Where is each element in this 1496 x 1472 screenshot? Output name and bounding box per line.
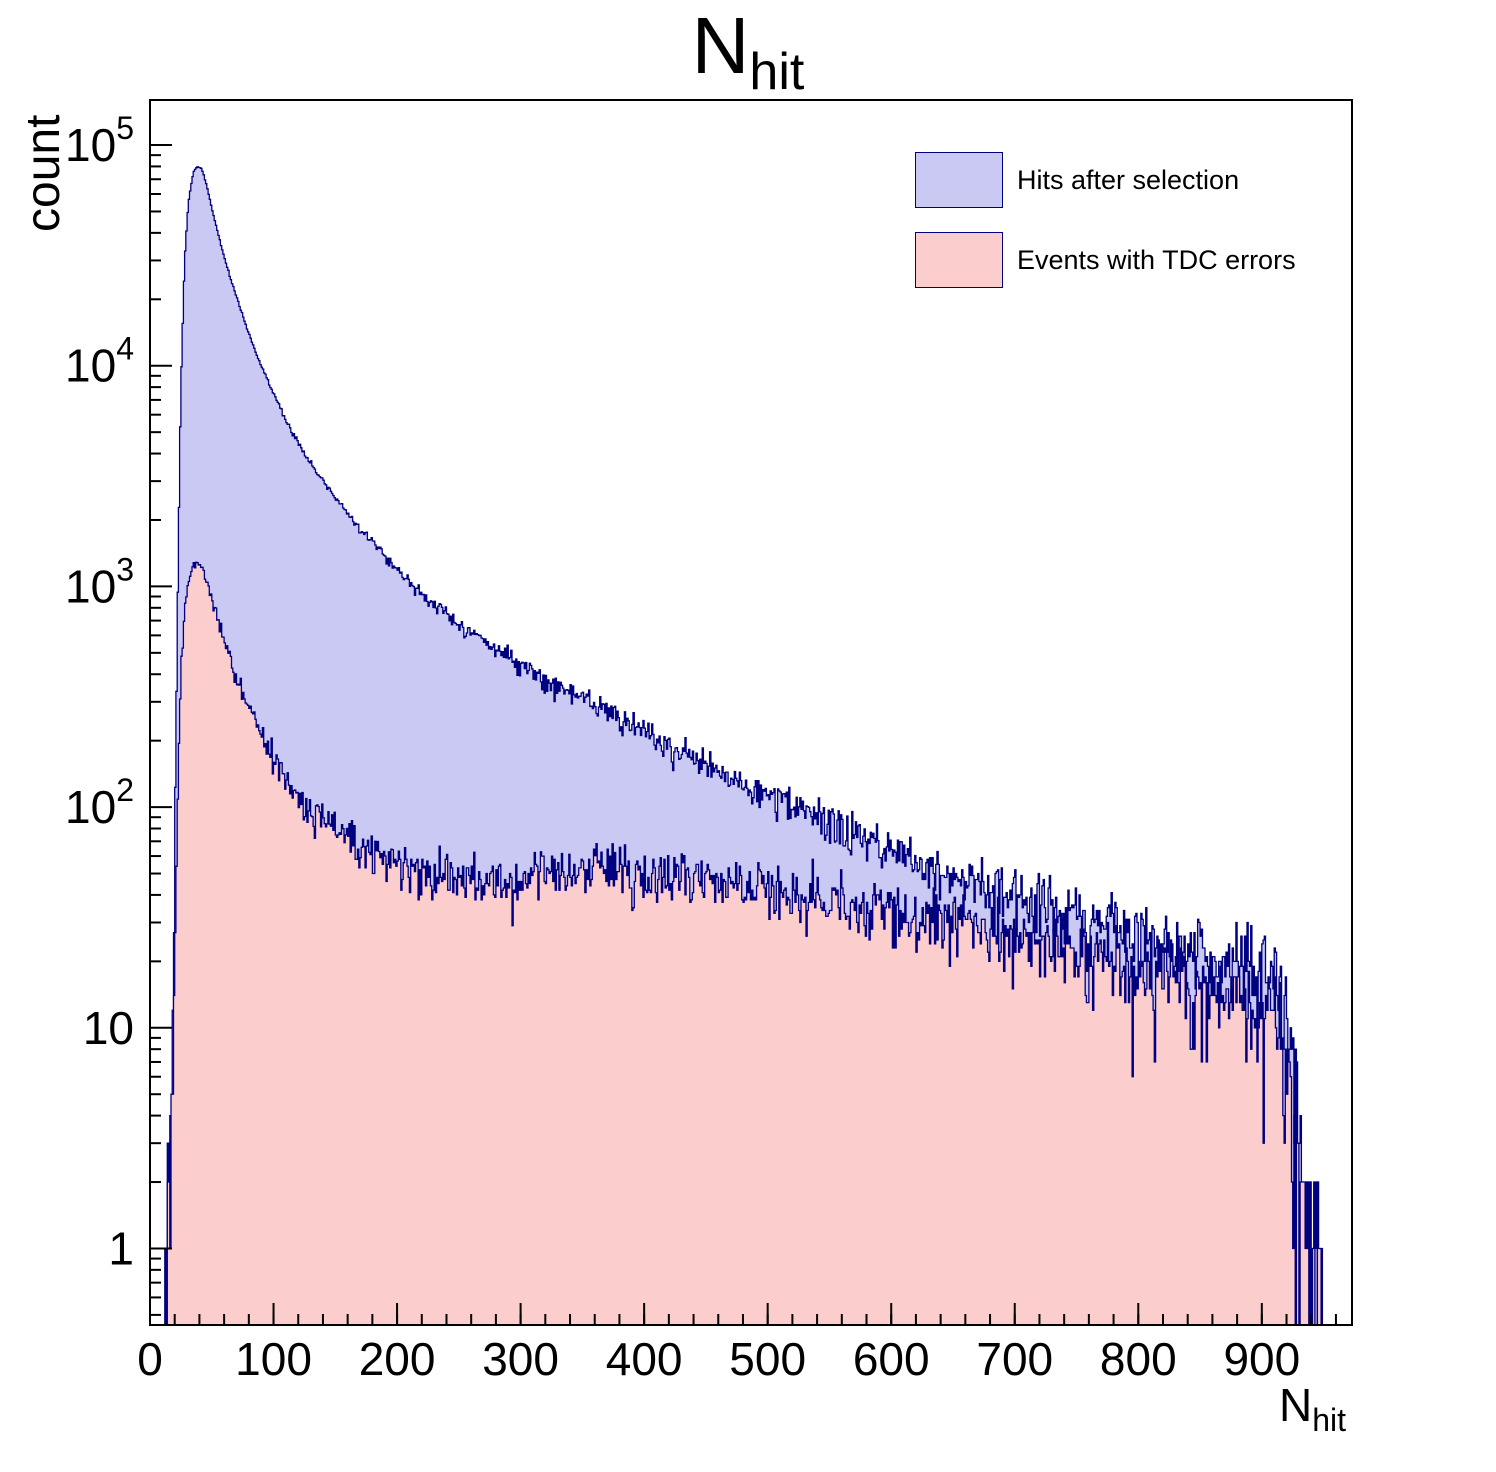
series-fill <box>150 562 1352 1325</box>
x-axis-label: Nhit <box>1278 1378 1346 1438</box>
y-tick-label: 105 <box>65 110 134 171</box>
y-tick-label: 102 <box>65 772 134 833</box>
x-tick-label: 300 <box>482 1333 559 1385</box>
chart-title-main: N <box>691 1 750 90</box>
series-outline <box>150 561 1352 1325</box>
x-tick-label: 500 <box>729 1333 806 1385</box>
x-tick-label: 400 <box>606 1333 683 1385</box>
legend-entry-hits: Hits after selection <box>915 152 1296 208</box>
legend-entry-tdc: Events with TDC errors <box>915 232 1296 288</box>
y-tick-label: 103 <box>65 551 134 612</box>
x-tick-label: 900 <box>1223 1333 1300 1385</box>
legend-swatch-tdc <box>915 232 1003 288</box>
y-axis-label: count <box>17 114 70 232</box>
x-tick-label: 0 <box>137 1333 163 1385</box>
legend-label-tdc: Events with TDC errors <box>1017 244 1296 275</box>
x-tick-label: 800 <box>1100 1333 1177 1385</box>
y-tick-label: 1 <box>108 1222 134 1274</box>
x-tick-label: 600 <box>853 1333 930 1385</box>
x-tick-label: 700 <box>976 1333 1053 1385</box>
plot-frame <box>149 99 1353 1326</box>
legend-label-hits: Hits after selection <box>1017 164 1240 195</box>
legend-swatch-hits <box>915 152 1003 208</box>
x-tick-label: 200 <box>359 1333 436 1385</box>
x-axis-label-sub: hit <box>1312 1402 1346 1438</box>
x-axis-label-main: N <box>1278 1379 1313 1431</box>
x-tick-label: 100 <box>235 1333 312 1385</box>
chart-title-sub: hit <box>749 43 805 101</box>
y-tick-label: 10 <box>83 1002 134 1054</box>
series-outline <box>150 166 1352 1325</box>
legend: Hits after selection Events with TDC err… <box>915 152 1296 312</box>
y-tick-label: 104 <box>65 331 134 392</box>
chart-title: Nhit <box>0 1 1496 101</box>
